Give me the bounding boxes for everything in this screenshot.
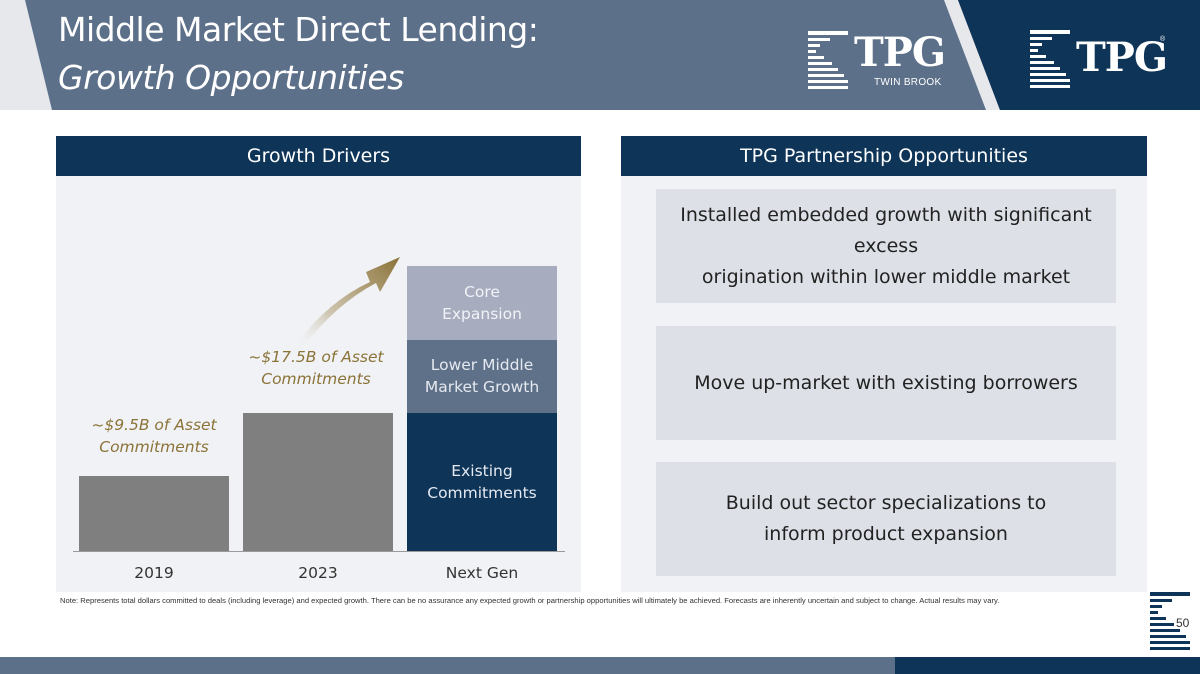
opportunity-3-line2: inform product expansion xyxy=(764,523,1008,545)
annotation-2019: ~$9.5B of Asset Commitments xyxy=(91,416,217,456)
slide-header: Middle Market Direct Lending: Growth Opp… xyxy=(0,0,1200,110)
slide-title: Middle Market Direct Lending: xyxy=(58,10,539,49)
disclaimer-note: Note: Represents total dollars committed… xyxy=(60,596,1000,605)
bar-2019 xyxy=(79,476,229,551)
annotation-2023: ~$17.5B of Asset Commitments xyxy=(248,348,384,388)
tpg-logo: TPG ® xyxy=(1030,30,1170,90)
opportunity-card-3: Build out sector specializations to info… xyxy=(656,462,1116,576)
opportunity-2-text: Move up-market with existing borrowers xyxy=(694,371,1078,394)
header-background xyxy=(0,0,1200,110)
opportunity-1-line1: Installed embedded growth with significa… xyxy=(680,203,1092,257)
footer-bar xyxy=(0,657,1200,674)
bar-next-gen-lower-middle xyxy=(407,339,557,413)
opportunity-card-2: Move up-market with existing borrowers xyxy=(656,326,1116,440)
tpg-mark-icon xyxy=(1030,30,1070,88)
segment-label-existing: Existing Commitments xyxy=(427,461,537,502)
bar-next-gen-core-expansion xyxy=(407,266,557,340)
opportunity-3-line1: Build out sector specializations to xyxy=(725,492,1047,514)
growth-drivers-heading: Growth Drivers xyxy=(56,136,581,176)
bar-next-gen-existing xyxy=(407,412,557,551)
slide-subtitle: Growth Opportunities xyxy=(58,58,404,97)
tpg-mark-icon xyxy=(808,31,848,89)
x-tick-next-gen: Next Gen xyxy=(445,564,519,582)
opportunity-1-line2: origination within lower middle market xyxy=(701,265,1071,288)
tpg-wordmark: TPG xyxy=(1076,34,1168,81)
x-axis-line xyxy=(73,551,565,552)
tpg-small-mark-icon xyxy=(1150,592,1190,650)
segment-label-core-expansion: Core Expansion xyxy=(442,282,522,323)
registered-mark: ® xyxy=(1160,36,1166,43)
page-number: 50 xyxy=(1176,616,1190,630)
twin-brook-label: TWIN BROOK xyxy=(874,77,942,88)
segment-label-lower-middle: Lower Middle Market Growth xyxy=(424,356,540,397)
opportunity-card-1: Installed embedded growth with significa… xyxy=(656,189,1116,303)
x-tick-2019: 2019 xyxy=(134,564,174,582)
tpg-twin-brook-logo: TPG TWIN BROOK xyxy=(808,29,948,93)
partnership-heading: TPG Partnership Opportunities xyxy=(621,136,1147,176)
tpg-wordmark: TPG xyxy=(854,29,946,76)
bar-2023 xyxy=(243,412,393,551)
x-tick-2023: 2023 xyxy=(298,564,338,582)
